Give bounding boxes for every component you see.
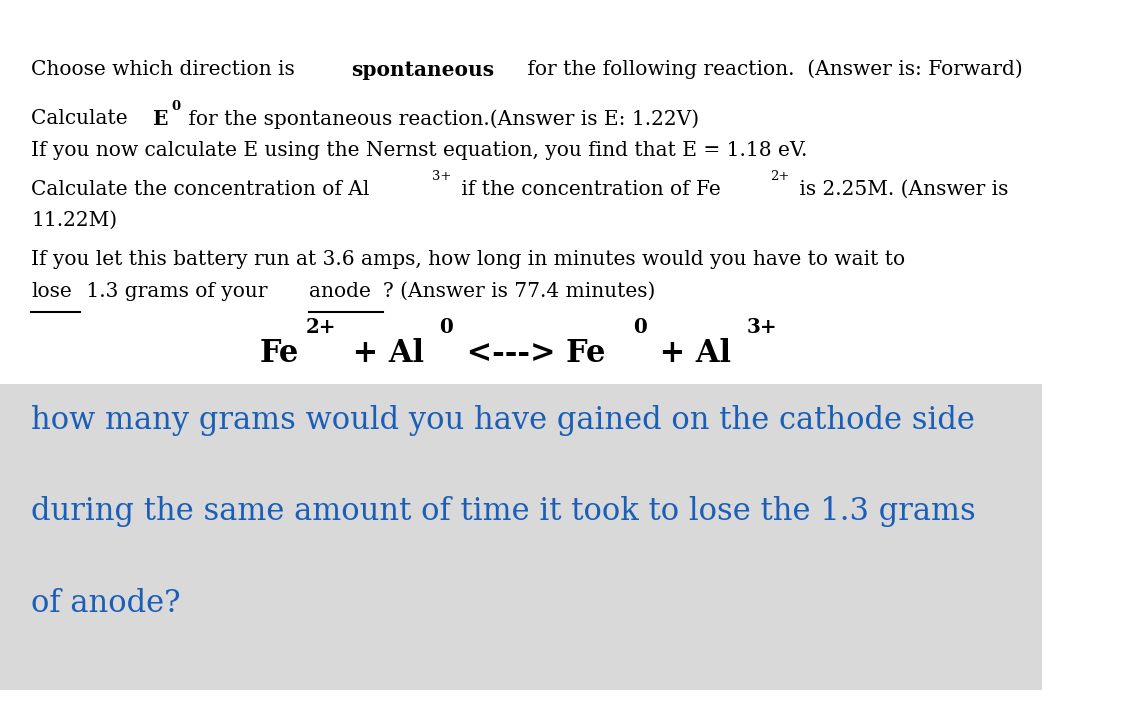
Text: Fe: Fe	[260, 338, 298, 369]
Text: 0: 0	[439, 317, 452, 337]
Text: Calculate the concentration of Al: Calculate the concentration of Al	[32, 180, 370, 199]
Text: ? (Answer is 77.4 minutes): ? (Answer is 77.4 minutes)	[382, 282, 655, 301]
Text: how many grams would you have gained on the cathode side: how many grams would you have gained on …	[32, 405, 975, 436]
Text: 2+: 2+	[306, 317, 337, 337]
Text: 3+: 3+	[746, 317, 777, 337]
Text: E: E	[153, 109, 169, 129]
Text: during the same amount of time it took to lose the 1.3 grams: during the same amount of time it took t…	[32, 496, 976, 527]
Text: 11.22M): 11.22M)	[32, 211, 118, 230]
Text: anode: anode	[310, 282, 371, 301]
Text: 0: 0	[171, 100, 180, 113]
Text: is 2.25M. (Answer is: is 2.25M. (Answer is	[794, 180, 1008, 199]
Text: for the following reaction.  (Answer is: Forward): for the following reaction. (Answer is: …	[522, 60, 1023, 80]
Text: If you now calculate E using the Nernst equation, you find that E = 1.18 eV.: If you now calculate E using the Nernst …	[32, 141, 807, 160]
Text: <---> Fe: <---> Fe	[456, 338, 606, 369]
FancyBboxPatch shape	[0, 384, 1042, 690]
Text: for the spontaneous reaction.(Answer is E: 1.22V): for the spontaneous reaction.(Answer is …	[183, 109, 700, 129]
Text: Choose which direction is: Choose which direction is	[32, 60, 302, 79]
Text: 1.3 grams of your: 1.3 grams of your	[79, 282, 273, 301]
Text: + Al: + Al	[649, 338, 731, 369]
Text: 0: 0	[633, 317, 646, 337]
Text: 2+: 2+	[770, 170, 789, 183]
Text: of anode?: of anode?	[32, 588, 180, 619]
Text: Calculate: Calculate	[32, 109, 134, 128]
Text: lose: lose	[32, 282, 71, 301]
Text: If you let this battery run at 3.6 amps, how long in minutes would you have to w: If you let this battery run at 3.6 amps,…	[32, 250, 905, 269]
Text: if the concentration of Fe: if the concentration of Fe	[456, 180, 721, 199]
Text: 3+: 3+	[432, 170, 451, 183]
Text: + Al: + Al	[342, 338, 424, 369]
Text: spontaneous: spontaneous	[352, 60, 494, 80]
